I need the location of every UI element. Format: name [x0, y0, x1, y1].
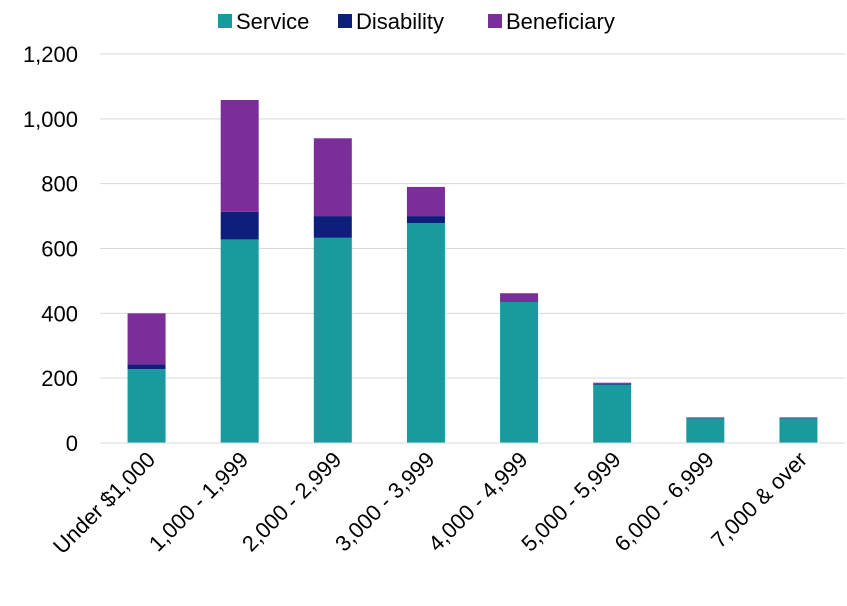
y-tick-label: 1,000 — [23, 107, 78, 132]
bar-beneficiary-1-000-1-999 — [220, 100, 259, 212]
x-tick-label: 4,000 - 4,999 — [423, 447, 532, 556]
x-tick-label: Under $1,000 — [48, 447, 160, 559]
y-tick-label: 800 — [41, 172, 78, 197]
x-tick-label: 5,000 - 5,999 — [516, 447, 625, 556]
bar-service-under-1-000 — [127, 369, 166, 443]
y-tick-label: 0 — [66, 431, 78, 456]
bar-disability-1-000-1-999 — [220, 211, 259, 240]
bar-service-4-000-4-999 — [500, 301, 539, 443]
y-tick-label: 600 — [41, 237, 78, 262]
bar-service-3-000-3-999 — [406, 223, 445, 443]
legend-swatch-beneficiary — [488, 14, 502, 28]
bar-beneficiary-6-000-6-999 — [686, 417, 725, 419]
x-tick-label: 6,000 - 6,999 — [609, 447, 718, 556]
bar-disability-4-000-4-999 — [500, 301, 539, 302]
x-tick-label: 1,000 - 1,999 — [144, 447, 253, 556]
bar-beneficiary-3-000-3-999 — [406, 186, 445, 217]
bar-service-5-000-5-999 — [593, 384, 632, 443]
bar-service-6-000-6-999 — [686, 418, 725, 443]
legend-label-service: Service — [236, 9, 309, 34]
y-axis-ticks: 0 200 400 600 800 1,000 1,200 — [23, 42, 78, 456]
y-tick-label: 1,200 — [23, 42, 78, 67]
bar-service-7-000-over — [779, 418, 818, 443]
bar-beneficiary-under-1-000 — [127, 313, 166, 365]
bar-disability-5-000-5-999 — [593, 383, 632, 385]
bar-service-2-000-2-999 — [313, 237, 352, 443]
bar-beneficiary-4-000-4-999 — [500, 293, 539, 302]
bar-beneficiary-7-000-over — [779, 417, 818, 419]
bar-disability-3-000-3-999 — [406, 216, 445, 224]
gridlines — [100, 53, 845, 379]
y-tick-label: 400 — [41, 301, 78, 326]
legend-label-beneficiary: Beneficiary — [506, 9, 615, 34]
bar-beneficiary-2-000-2-999 — [313, 138, 352, 217]
legend-swatch-service — [218, 14, 232, 28]
x-tick-label: 7,000 & over — [706, 447, 812, 553]
bar-service-1-000-1-999 — [220, 239, 259, 443]
bars — [127, 100, 818, 443]
legend: Service Disability Beneficiary — [218, 9, 615, 34]
x-tick-label: 3,000 - 3,999 — [330, 447, 439, 556]
bar-disability-under-1-000 — [127, 364, 166, 370]
y-tick-label: 200 — [41, 366, 78, 391]
legend-label-disability: Disability — [356, 9, 444, 34]
bar-beneficiary-5-000-5-999 — [593, 382, 632, 384]
x-tick-label: 2,000 - 2,999 — [237, 447, 346, 556]
legend-swatch-disability — [338, 14, 352, 28]
bar-disability-2-000-2-999 — [313, 216, 352, 238]
